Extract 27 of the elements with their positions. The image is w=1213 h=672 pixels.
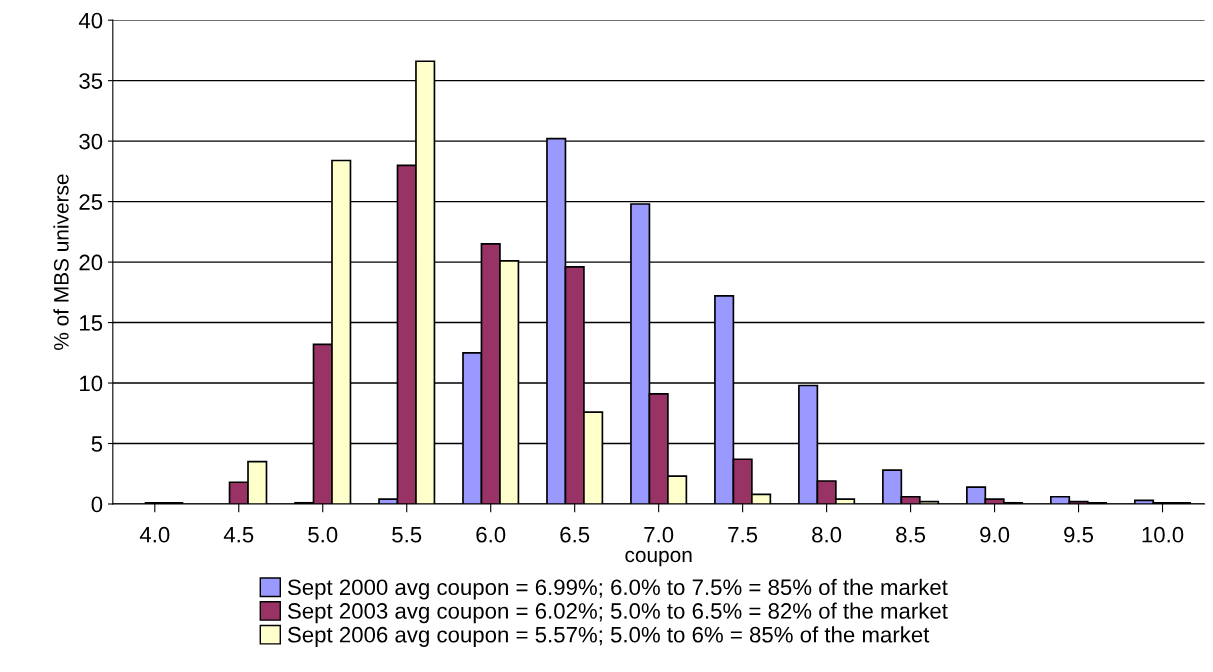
x-tick-label: 8.0 [812, 526, 842, 543]
x-tick-label: 6.0 [476, 526, 506, 543]
y-tick-label: 30 [79, 133, 103, 150]
x-tick-label: 9.0 [980, 526, 1010, 543]
x-tick-label: 10.0 [1142, 526, 1184, 543]
x-tick-label: 7.5 [728, 527, 758, 543]
y-tick-label: 0 [91, 496, 103, 513]
y-tick-label: 25 [79, 194, 103, 210]
x-tick-label: 6.5 [560, 526, 590, 543]
x-tick-label: 9.5 [1064, 526, 1094, 543]
legend-label: Sept 2003 avg coupon = 6.02%; 5.0% to 6.5% = 82% of the market [287, 602, 948, 624]
y-tick-label: 5 [91, 436, 103, 452]
y-tick-label: 10 [80, 375, 103, 392]
y-tick-label: 40 [78, 12, 103, 29]
x-tick-label: 4.0 [139, 526, 170, 543]
legend-label: Sept 2006 avg coupon = 5.57%; 5.0% to 6% = 85% of the market [287, 626, 930, 647]
y-axis-title: % of MBS universe [53, 174, 69, 350]
x-tick-label: 7.0 [644, 526, 674, 543]
x-tick-label: 5.5 [392, 527, 422, 543]
y-tick-label: 35 [79, 73, 103, 89]
x-tick-label: 5.0 [308, 526, 338, 543]
y-tick-label: 15 [80, 315, 103, 331]
y-tick-label: 20 [79, 254, 103, 271]
x-tick-label: 8.5 [896, 526, 926, 543]
legend-label: Sept 2000 avg coupon = 6.99%; 6.0% to 7.5% = 85% of the market [287, 578, 948, 600]
x-axis-title: coupon [625, 550, 692, 567]
x-tick-label: 4.5 [223, 527, 254, 543]
